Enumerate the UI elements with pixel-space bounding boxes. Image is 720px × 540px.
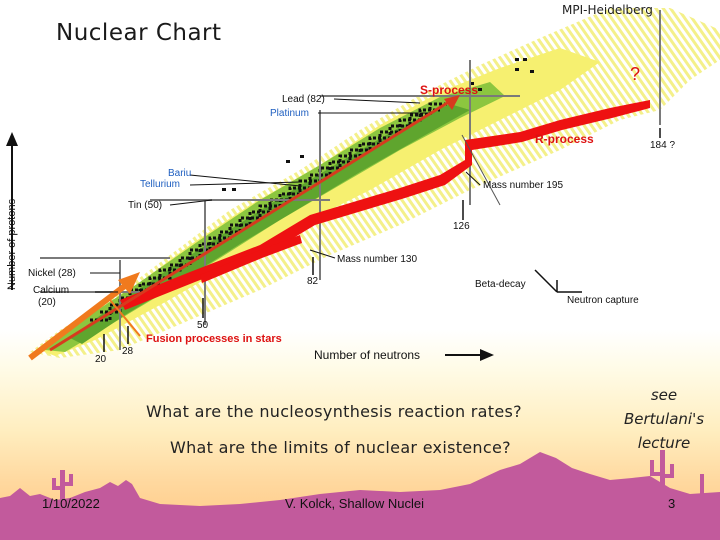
side-note: see Bertulani's lecture (604, 383, 720, 455)
calcium-z-label: (20) (38, 297, 56, 308)
nuclear-chart: Number of protons Number of neutrons (6, 8, 720, 365)
n126-label: 126 (453, 221, 470, 232)
n184-label: 184 ? (650, 140, 675, 151)
label-pointers (90, 98, 501, 293)
footer-date: 1/10/2022 (42, 496, 100, 511)
fusion-arrow (28, 279, 132, 361)
question-2: What are the limits of nuclear existence… (170, 438, 511, 457)
side-note-line-2: Bertulani's (623, 410, 705, 428)
fusion-pointer (109, 299, 141, 337)
page-number: 3 (668, 496, 676, 511)
nickel-label: Nickel (28) (28, 268, 76, 279)
footer-center: V. Kolck, Shallow Nuclei (285, 496, 424, 511)
tick-arrows (103, 128, 661, 352)
institute-label: MPI-Heidelberg (562, 3, 653, 17)
mass-195-label: Mass number 195 (483, 180, 563, 191)
x-axis-label: Number of neutrons (314, 348, 420, 362)
neutron-capture-label: Neutron capture (567, 295, 639, 306)
n82-label: 82 (307, 276, 319, 287)
side-note-line-3: lecture (637, 434, 691, 452)
fusion-label: Fusion processes in stars (146, 333, 282, 345)
side-note-line-1: see (650, 386, 678, 404)
decay-arrows (534, 269, 582, 293)
mass-130-label: Mass number 130 (337, 254, 417, 265)
cactus-icon (52, 450, 704, 502)
y-axis-arrowhead (6, 132, 18, 146)
fusion-arrowhead (118, 272, 140, 294)
n50-label: 50 (197, 320, 209, 331)
question-mark: ? (630, 64, 640, 84)
barium-label: Bariu (168, 168, 191, 179)
s-process-arrowhead (444, 95, 460, 110)
page-title: Nuclear Chart (56, 20, 222, 46)
question-1: What are the nucleosynthesis reaction ra… (146, 402, 522, 421)
stable-isotopes (90, 102, 450, 322)
n28-label: 28 (122, 346, 134, 357)
platinum-label: Platinum (270, 108, 309, 119)
y-axis-label: Number of protons (6, 198, 18, 290)
n20-label: 20 (95, 354, 107, 365)
isotope-dots (222, 58, 534, 191)
r-process-fragments (200, 235, 302, 283)
beta-decay-label: Beta-decay (475, 279, 526, 290)
s-process-label: S-process (420, 83, 478, 97)
tin-label: Tin (50) (128, 200, 162, 211)
lead-label: Lead (82) (282, 94, 325, 105)
calcium-label: Calcium (33, 285, 69, 296)
desert-silhouette (0, 450, 720, 540)
magic-number-lines (40, 10, 661, 350)
tellurium-label: Tellurium (140, 179, 180, 190)
r-process-label: R-process (535, 132, 594, 146)
mountain-silhouette (0, 452, 720, 540)
x-axis-arrowhead (480, 349, 494, 361)
